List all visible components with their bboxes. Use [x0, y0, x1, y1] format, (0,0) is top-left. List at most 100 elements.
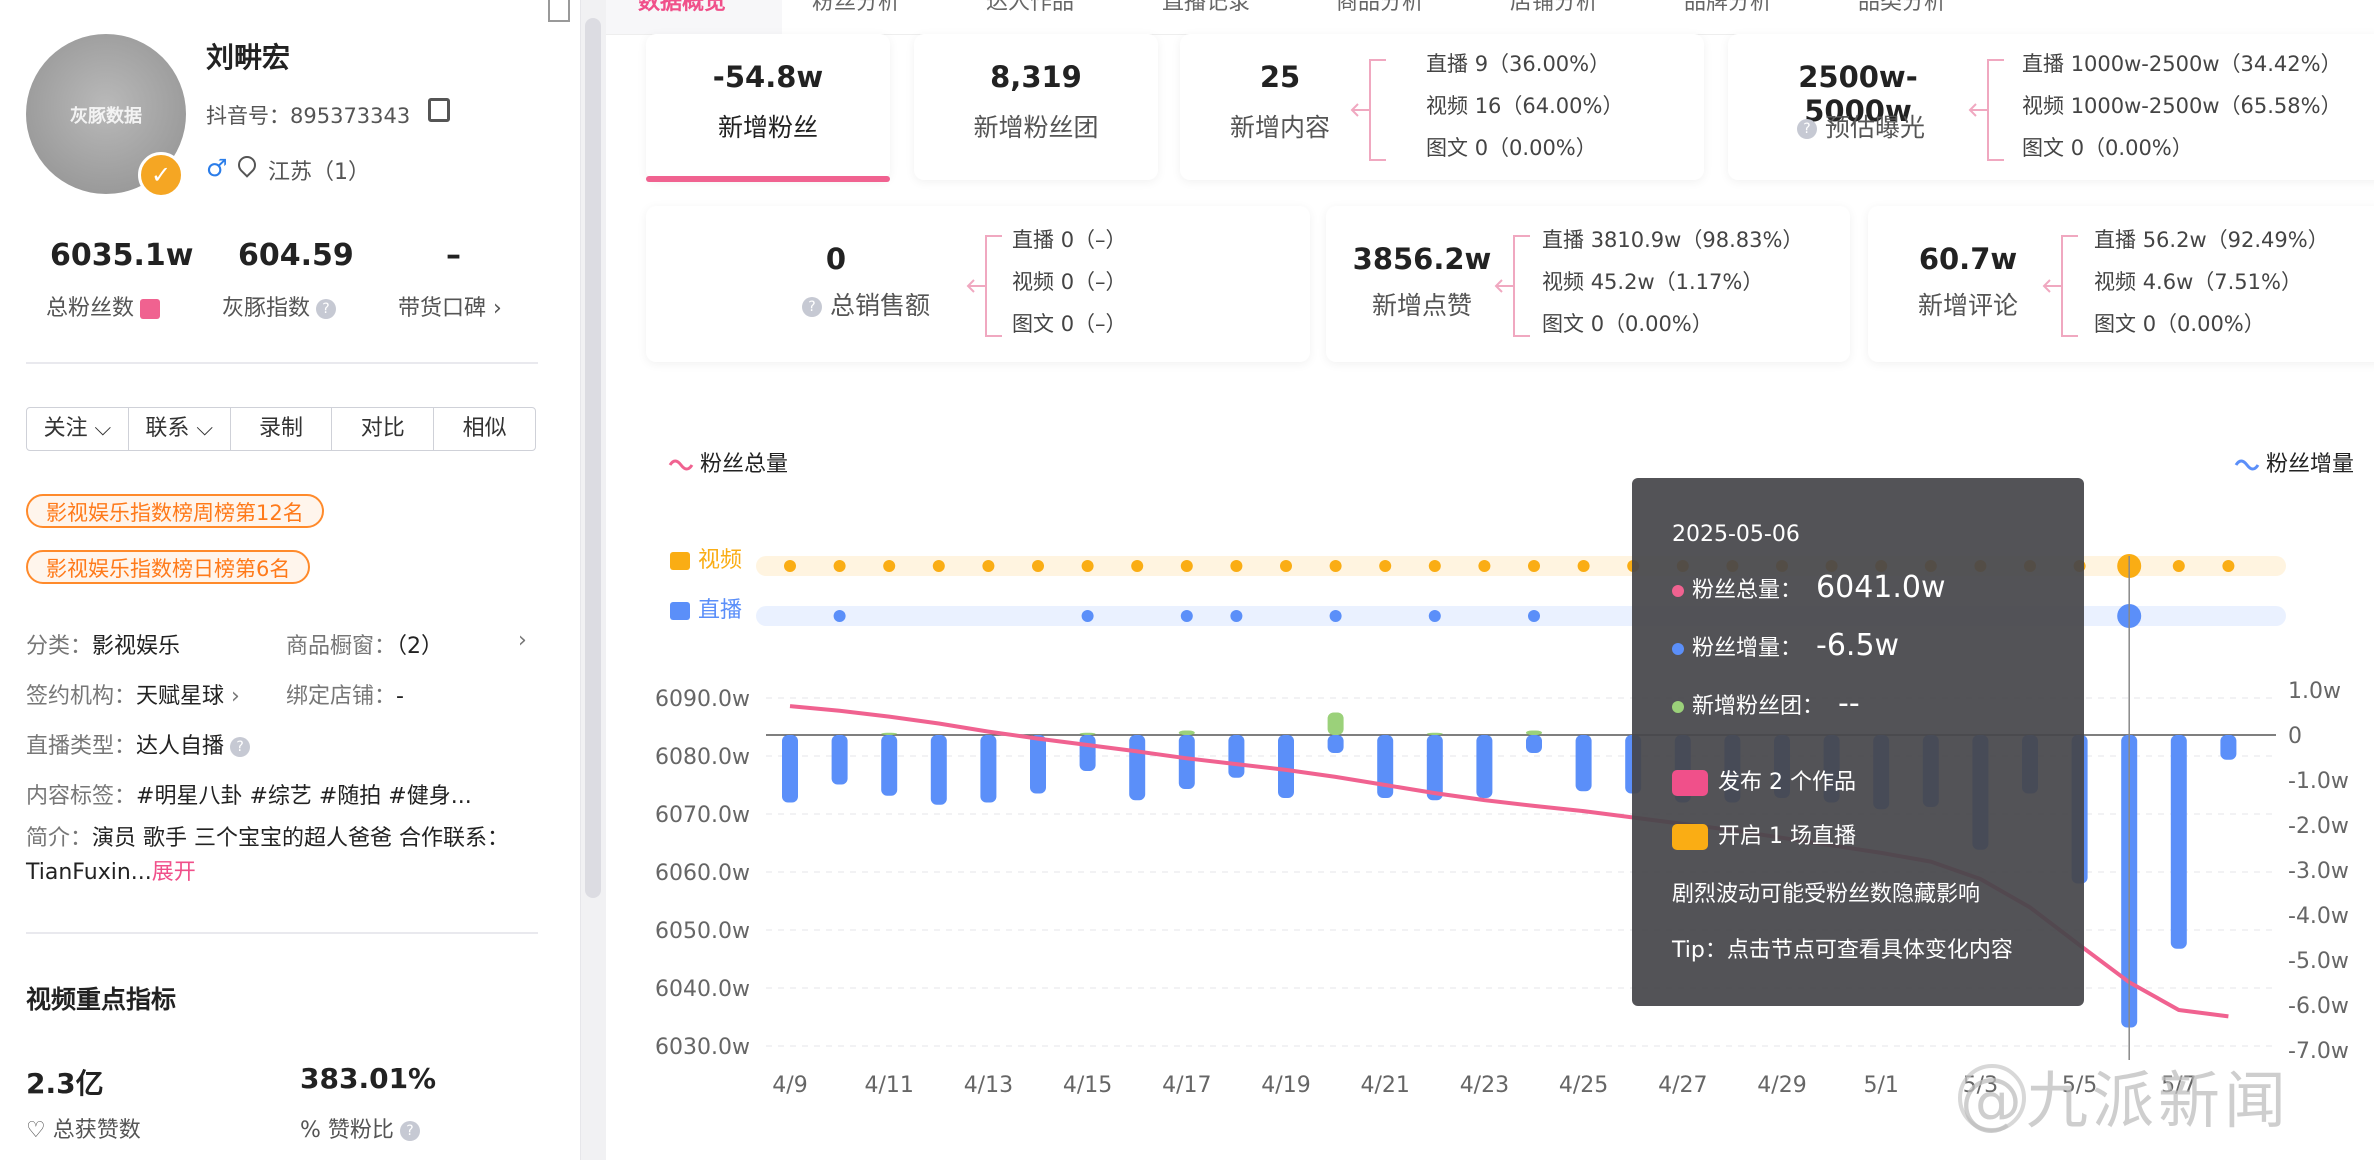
tab-fans[interactable]: 粉丝分析: [812, 0, 901, 15]
card-value: 8,319: [990, 60, 1082, 94]
tab-works[interactable]: 达人作品: [986, 0, 1075, 15]
legend-fan-increment[interactable]: 粉丝增量: [2234, 446, 2354, 478]
fan-increment-bar: [1476, 735, 1493, 798]
video-day-dot: [932, 560, 945, 572]
expand-link[interactable]: 展开: [151, 860, 196, 885]
card-label: ? 预估曝光: [1748, 108, 1968, 144]
fan-increment-bar: [1178, 735, 1195, 789]
live-icon: [670, 602, 690, 620]
like-fan-ratio-value: 383.01%: [300, 1062, 437, 1095]
breakdown-live: 直播 9（36.00%）: [1426, 52, 1611, 76]
active-tab-bg: [606, 0, 782, 34]
x-axis-tick: 5/5: [2062, 1073, 2097, 1098]
chart-tooltip: 2025-05-06 粉丝总量： 6041.0w 粉丝增量： -6.5w 新增粉丝团…: [1632, 478, 2084, 1006]
live-type: 直播类型：达人自播?: [26, 728, 251, 760]
card-value: 3856.2w: [1352, 242, 1492, 276]
card-new-fans[interactable]: -54.8w 新增粉丝: [646, 34, 890, 180]
tab-store[interactable]: 店铺分析: [1510, 0, 1599, 15]
chevron-right-icon[interactable]: ›: [518, 628, 527, 653]
tooltip-live: 开启 1 场直播: [1672, 818, 1856, 850]
legend-total-fans[interactable]: 粉丝总量: [668, 446, 788, 478]
like-fan-ratio-label: % 赞粉比?: [300, 1112, 420, 1144]
help-icon[interactable]: ?: [802, 297, 822, 317]
fans-trend-chart[interactable]: 6090.0w 6080.0w 6070.0w 6060.0w 6050.0w 6040.…: [606, 520, 2374, 1100]
tab-overview[interactable]: 数据概览: [638, 0, 727, 15]
action-button-group: 关注 ⌵ 联系 ⌵ 录制 对比 相似: [26, 407, 536, 451]
video-day-dot: [1528, 560, 1540, 572]
left-axis-tick: 6080.0w: [655, 745, 750, 770]
video-play-icon: [1672, 770, 1708, 796]
video-icon: [670, 552, 690, 570]
record-button[interactable]: 录制: [231, 408, 333, 450]
card-new-comments[interactable]: 60.7w 新增评论 直播 56.2w（92.49%） 视频 4.6w（7.51…: [1868, 206, 2374, 362]
breakdown-brace: [1968, 59, 2004, 161]
card-value: -54.8w: [712, 60, 824, 94]
blue-dot-icon: [1672, 643, 1684, 655]
card-exposure[interactable]: 2500w-5000w ? 预估曝光 直播 1000w-2500w（34.42%…: [1728, 34, 2374, 180]
watermark: @九派新闻: [1960, 1064, 2291, 1137]
breakdown-text: 图文 0（0.00%）: [1426, 136, 1597, 160]
breakdown-live: 直播 0（–）: [1012, 228, 1127, 252]
shop-window[interactable]: 商品橱窗：（2）: [286, 634, 444, 659]
qr-code-icon[interactable]: [548, 0, 570, 22]
video-day-dot: [1180, 560, 1193, 572]
fan-increment-bar: [1575, 735, 1592, 792]
x-axis-tick: 4/13: [964, 1073, 1013, 1098]
rank-badge-daily[interactable]: 影视娱乐指数榜日榜第6名: [26, 550, 311, 584]
breakdown-text: 图文 0（0.00%）: [2022, 136, 2193, 160]
card-label: 新增点赞: [1371, 291, 1472, 320]
card-new-fan-groups[interactable]: 8,319 新增粉丝团: [914, 34, 1158, 180]
video-day-dot: [1230, 560, 1243, 572]
reputation-value: –: [446, 238, 461, 273]
agency[interactable]: 签约机构：天赋星球 ›: [26, 684, 240, 709]
sidebar-scrollbar[interactable]: [580, 0, 607, 1160]
breakdown-text: 图文 0（–）: [1012, 312, 1127, 336]
video-day-dot: [1379, 560, 1392, 572]
breakdown-live: 直播 1000w-2500w（34.42%）: [2022, 52, 2342, 76]
breakdown-brace: [1494, 235, 1530, 337]
live-day-dot: [1180, 610, 1193, 622]
right-axis-tick: 1.0w: [2288, 679, 2341, 704]
compare-button[interactable]: 对比: [332, 408, 435, 450]
card-new-content[interactable]: 25 新增内容 直播 9（36.00%） 视频 16（64.00%） 图文 0（…: [1180, 34, 1704, 180]
card-value: 0: [825, 242, 847, 276]
tab-brand[interactable]: 品牌分析: [1684, 0, 1773, 15]
help-icon[interactable]: ?: [230, 737, 251, 757]
contact-dropdown[interactable]: 联系 ⌵: [129, 408, 231, 450]
right-axis-tick: 0: [2288, 724, 2302, 749]
right-axis-tick: -6.0w: [2288, 994, 2349, 1019]
video-day-dot: [1131, 560, 1144, 572]
x-axis-tick: 4/29: [1757, 1073, 1806, 1098]
tab-live[interactable]: 直播记录: [1162, 0, 1251, 15]
tooltip-note: 剧烈波动可能受粉丝数隐藏影响: [1672, 882, 1981, 907]
rank-badge-weekly[interactable]: 影视娱乐指数榜周榜第12名: [26, 494, 324, 528]
help-icon[interactable]: ?: [1797, 119, 1818, 139]
video-day-dot: [1329, 560, 1342, 572]
card-new-likes[interactable]: 3856.2w 新增点赞 直播 3810.9w（98.83%） 视频 45.2w…: [1326, 206, 1850, 362]
tooltip-total: 粉丝总量： 6041.0w: [1672, 570, 1946, 605]
help-icon[interactable]: ?: [399, 1121, 420, 1141]
profile-sidebar: 灰豚数据 ✓ 刘畊宏 抖音号：895373343 ♂ 江苏（1） 6035.1w…: [0, 0, 580, 1160]
avatar-logo: 灰豚数据: [70, 106, 142, 127]
wave-icon: [2234, 459, 2260, 471]
help-icon[interactable]: ?: [316, 299, 337, 319]
scrollbar-thumb[interactable]: [585, 18, 601, 898]
breakdown-video: 视频 1000w-2500w（65.58%）: [2022, 94, 2342, 118]
fan-increment-bar: [1526, 735, 1542, 753]
reputation-link[interactable]: 带货口碑 ›: [398, 296, 502, 321]
tab-category[interactable]: 品类分析: [1858, 0, 1947, 15]
left-axis-tick: 6040.0w: [655, 977, 750, 1002]
copy-icon[interactable]: [428, 98, 450, 122]
breakdown-video: 视频 0（–）: [1012, 270, 1127, 294]
weibo-logo-icon: [1958, 1064, 2026, 1132]
similar-button[interactable]: 相似: [462, 416, 507, 441]
x-axis-tick: 4/17: [1162, 1073, 1211, 1098]
video-day-dot: [2222, 560, 2235, 572]
chart-icon[interactable]: [140, 299, 161, 319]
huitun-index-value: 604.59: [238, 238, 354, 273]
video-day-dot: [883, 560, 896, 572]
follow-dropdown[interactable]: 关注 ⌵: [27, 408, 129, 450]
tab-goods[interactable]: 商品分析: [1336, 0, 1425, 15]
row-label-live: 直播: [670, 592, 742, 624]
card-total-sales[interactable]: 0 ? 总销售额 直播 0（–） 视频 0（–） 图文 0（–）: [646, 206, 1310, 362]
